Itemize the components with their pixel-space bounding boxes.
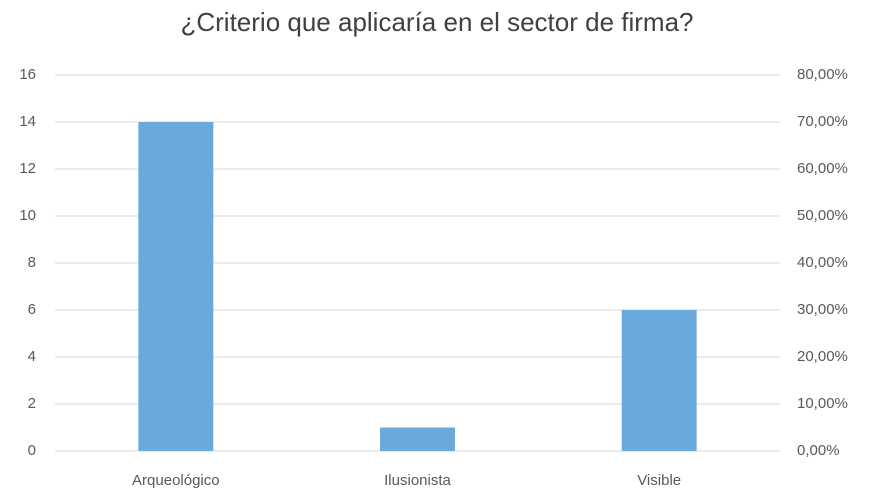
y2-tick-label: 20,00% — [797, 348, 848, 365]
y2-tick-label: 70,00% — [797, 113, 848, 130]
y2-tick-label: 0,00% — [797, 442, 840, 459]
bar — [621, 310, 697, 451]
y2-tick-label: 30,00% — [797, 301, 848, 318]
y-tick-label: 16 — [19, 66, 36, 83]
x-tick-label: Arqueológico — [132, 472, 220, 489]
y-tick-label: 12 — [19, 160, 36, 177]
y2-tick-label: 60,00% — [797, 160, 848, 177]
bar — [138, 122, 214, 451]
x-tick-label: Ilusionista — [384, 472, 451, 489]
y-tick-label: 4 — [28, 348, 36, 365]
y-tick-label: 6 — [28, 301, 36, 318]
bar — [380, 427, 455, 451]
y-tick-label: 14 — [19, 113, 36, 130]
y-tick-label: 2 — [28, 395, 36, 412]
y2-tick-label: 10,00% — [797, 395, 848, 412]
y-tick-label: 10 — [19, 207, 36, 224]
y2-tick-label: 50,00% — [797, 207, 848, 224]
chart-title: ¿Criterio que aplicaría en el sector de … — [180, 7, 693, 37]
y2-tick-label: 40,00% — [797, 254, 848, 271]
x-tick-label: Visible — [637, 472, 681, 489]
y-tick-label: 8 — [28, 254, 36, 271]
y2-tick-label: 80,00% — [797, 66, 848, 83]
y-tick-label: 0 — [28, 442, 36, 459]
